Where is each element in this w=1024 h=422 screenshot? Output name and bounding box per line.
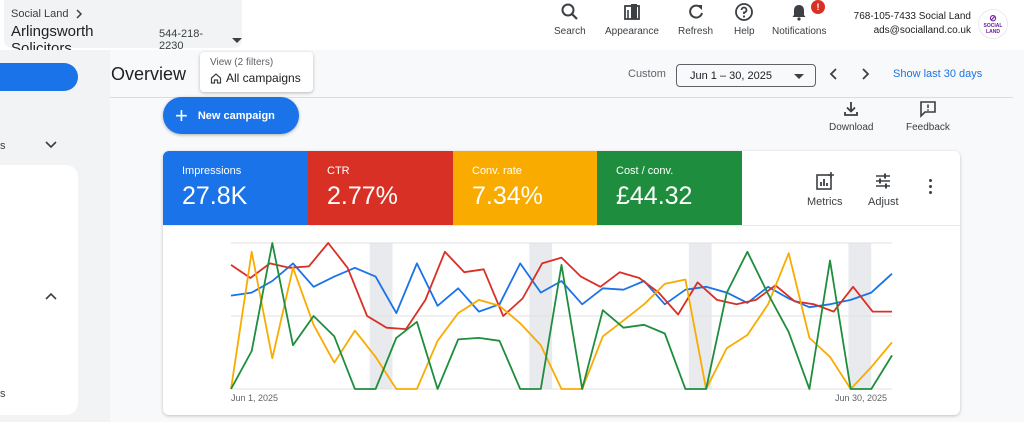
notifications-label: Notifications [772,26,827,37]
header-divider [110,97,1013,98]
feedback-icon [920,101,936,118]
bell-icon [792,5,806,21]
metric-label: Cost / conv. [616,165,674,177]
metrics-button[interactable]: Metrics [807,171,842,208]
appearance-label: Appearance [605,26,659,37]
view-filters-label: View (2 filters) [210,57,274,68]
logo-text-1: SOCIAL [983,22,1003,29]
card-divider [163,225,960,226]
sidebar: s s [0,50,110,422]
x-axis-start-label: Jun 1, 2025 [231,393,279,403]
chevron-down-icon[interactable] [44,138,58,152]
refresh-icon [688,4,703,19]
dropdown-arrow-icon[interactable] [232,37,242,43]
feedback-button[interactable]: Feedback [906,100,950,133]
appearance-button[interactable]: Appearance [605,2,659,37]
top-bar: Social Land Arlingsworth Solicitors 544-… [0,0,1024,57]
page-title: Overview [111,64,187,84]
date-range-value: Jun 1 – 30, 2025 [690,70,772,82]
logo-text-2: LAND [986,28,1000,35]
series-line-2 [230,250,893,390]
customer-account: 768-105-7433 Social Land [853,11,971,22]
refresh-button[interactable]: Refresh [678,2,713,37]
chevron-right-icon [75,9,82,19]
user-info[interactable]: 768-105-7433 Social Land ads@socialland.… [854,10,971,38]
help-label: Help [734,26,755,37]
add-chart-icon [815,172,834,190]
tune-icon [876,173,891,189]
manager-account-label[interactable]: Social Land [11,8,69,20]
previous-period-chevron-icon[interactable] [826,66,842,82]
x-axis-end-label: Jun 30, 2025 [835,393,888,403]
metric-label: Impressions [182,165,242,177]
series-line-3 [230,242,893,390]
user-email: ads@socialland.co.uk [873,25,971,36]
sidebar-item-label[interactable]: s [0,140,6,152]
performance-line-chart [230,242,893,390]
notification-badge: ! [811,0,825,14]
download-button[interactable]: Download [829,100,873,133]
metric-tile-ctr[interactable]: CTR 2.77% [308,151,453,225]
chevron-up-icon[interactable] [44,289,58,303]
series-line-0 [230,262,893,314]
show-last-30-days-link[interactable]: Show last 30 days [893,68,983,80]
logo-mark-icon: ⊘ [989,12,997,23]
metric-value: 2.77% [327,182,398,210]
new-campaign-button[interactable]: + New campaign [163,97,299,134]
new-campaign-label: New campaign [197,109,275,122]
account-id: 544-218-2230 [159,28,204,52]
view-filter-selector[interactable]: View (2 filters) All campaigns [200,52,313,92]
download-icon [844,102,859,116]
appearance-icon [624,4,640,20]
help-button[interactable]: Help [734,2,755,37]
search-button[interactable]: Search [554,2,586,37]
plus-icon: + [175,102,188,128]
metric-tile-cost-per-conv[interactable]: Cost / conv. £44.32 [597,151,742,225]
metrics-label: Metrics [807,196,843,208]
series-line-1 [230,242,892,330]
account-switcher[interactable]: Social Land Arlingsworth Solicitors 544-… [4,0,242,57]
search-icon [561,3,578,20]
performance-card: Impressions 27.8K CTR 2.77% Conv. rate 7… [163,151,960,415]
metric-label: Conv. rate [472,165,522,177]
adjust-button[interactable]: Adjust [868,171,899,208]
search-label: Search [554,26,586,37]
more-options-icon[interactable] [929,179,933,197]
avatar[interactable]: ⊘ SOCIAL LAND [978,9,1008,39]
metric-label: CTR [327,165,350,177]
home-icon [210,73,222,84]
metric-value: £44.32 [616,182,693,210]
metric-tile-impressions[interactable]: Impressions 27.8K [163,151,308,225]
metric-value: 7.34% [472,182,543,210]
date-preset-label: Custom [628,68,666,80]
notifications-button[interactable]: ! Notifications [772,0,827,37]
refresh-label: Refresh [678,26,714,37]
metric-tile-conv-rate[interactable]: Conv. rate 7.34% [453,151,598,225]
metric-value: 27.8K [182,182,248,210]
feedback-label: Feedback [906,122,950,133]
sidebar-create-button[interactable] [0,63,78,91]
sidebar-item-label-2[interactable]: s [0,388,6,400]
help-icon [735,3,754,21]
view-scope-label: All campaigns [226,71,301,85]
next-period-chevron-icon[interactable] [857,66,873,82]
dropdown-arrow-icon [794,74,804,79]
sidebar-expanded-panel: s [0,165,78,415]
date-range-picker[interactable]: Jun 1 – 30, 2025 [676,64,816,87]
adjust-label: Adjust [868,196,899,208]
download-label: Download [829,122,874,133]
